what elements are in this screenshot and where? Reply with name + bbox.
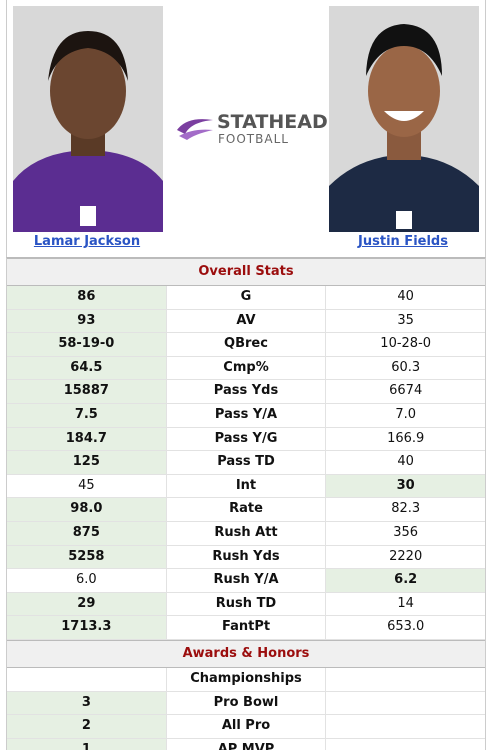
left-value: 15887 xyxy=(7,380,166,403)
comparison-table: Overall Stats 86 G 40 93 AV 35 58-19-0 QBrec 10-2… xyxy=(6,257,486,750)
right-value xyxy=(326,715,485,738)
stat-name: QBrec xyxy=(165,333,327,356)
left-value: 93 xyxy=(7,309,166,333)
left-value: 875 xyxy=(7,521,166,545)
left-value: 6.0 xyxy=(75,572,97,588)
right-value: 40 xyxy=(397,454,414,470)
right-value: 82.3 xyxy=(391,501,421,517)
left-value: 2 xyxy=(7,715,166,738)
left-value: 1 xyxy=(7,738,166,750)
right-value: 166.9 xyxy=(387,430,425,446)
stat-name: G xyxy=(165,286,327,309)
table-row: 1713.3 FantPt 653.0 xyxy=(7,616,485,640)
logo: STATHEAD FOOTBALL xyxy=(177,111,328,146)
stat-name: AV xyxy=(165,309,327,333)
player-photo xyxy=(329,6,479,232)
left-value: 1713.3 xyxy=(7,616,166,639)
left-value: 184.7 xyxy=(7,427,166,451)
left-value: 45 xyxy=(78,477,95,493)
stat-name: Rush TD xyxy=(165,592,327,616)
table-row: 5258 Rush Yds 2220 xyxy=(7,545,485,570)
table-row: 125 Pass TD 40 xyxy=(7,451,485,475)
left-value: 3 xyxy=(7,691,166,715)
right-value xyxy=(326,739,485,750)
right-value: 6674 xyxy=(389,383,423,399)
left-value: 64.5 xyxy=(7,356,166,380)
table-row: 86 G 40 xyxy=(7,286,485,310)
left-value: 86 xyxy=(7,286,166,309)
left-value: 29 xyxy=(7,592,166,616)
left-value xyxy=(7,668,166,691)
stat-name: Pro Bowl xyxy=(165,691,327,715)
right-value xyxy=(326,692,485,715)
table-row: 93 AV 35 xyxy=(7,309,485,334)
stat-name: AP MVP xyxy=(165,738,327,750)
player-photo xyxy=(13,6,163,232)
section-header: Overall Stats xyxy=(7,258,485,286)
table-row: 2 All Pro xyxy=(7,715,485,739)
table-row: 64.5 Cmp% 60.3 xyxy=(7,356,485,381)
left-value: 125 xyxy=(7,451,166,474)
left-value: 5258 xyxy=(7,545,166,569)
table-row: 3 Pro Bowl xyxy=(7,691,485,716)
stat-name: Championships xyxy=(165,667,327,691)
stat-name: Rush Y/A xyxy=(165,569,327,592)
right-value: 6.2 xyxy=(326,569,486,592)
left-value: 7.5 xyxy=(7,403,166,427)
stat-name: Int xyxy=(165,474,327,498)
stat-name: Pass Y/G xyxy=(165,427,327,451)
table-row: 15887 Pass Yds 6674 xyxy=(7,380,485,404)
table-row: 98.0 Rate 82.3 xyxy=(7,498,485,522)
stat-name: Rush Att xyxy=(165,521,327,545)
right-value xyxy=(326,668,485,691)
section-header: Awards & Honors xyxy=(7,639,485,668)
table-row: 7.5 Pass Y/A 7.0 xyxy=(7,403,485,428)
table-row: 29 Rush TD 14 xyxy=(7,592,485,617)
player-link[interactable]: Lamar Jackson xyxy=(33,234,141,249)
right-value: 35 xyxy=(397,312,414,328)
logo-text: STATHEAD xyxy=(217,111,328,133)
table-row: 184.7 Pass Y/G 166.9 xyxy=(7,427,485,452)
right-value: 30 xyxy=(326,474,486,498)
stat-name: Rate xyxy=(165,498,327,521)
stat-name: All Pro xyxy=(165,715,327,738)
stat-name: Pass Yds xyxy=(165,380,327,403)
table-row: 58-19-0 QBrec 10-28-0 xyxy=(7,333,485,357)
right-value: 10-28-0 xyxy=(380,336,432,352)
header: STATHEAD FOOTBALL Lamar Jackson Justin F… xyxy=(6,0,486,257)
right-value: 60.3 xyxy=(391,359,421,375)
right-value: 7.0 xyxy=(395,406,417,422)
right-value: 40 xyxy=(397,289,414,304)
right-value: 653.0 xyxy=(387,619,425,635)
right-value: 356 xyxy=(393,524,419,540)
table-row: 1 AP MVP xyxy=(7,738,485,750)
logo-subtext: FOOTBALL xyxy=(218,132,289,146)
table-row: 875 Rush Att 356 xyxy=(7,521,485,546)
table-row: Championships xyxy=(7,667,485,692)
player-link[interactable]: Justin Fields xyxy=(358,234,448,249)
stat-name: Cmp% xyxy=(165,356,327,380)
stat-name: Pass TD xyxy=(165,451,327,474)
stat-name: Rush Yds xyxy=(165,545,327,569)
stat-name: FantPt xyxy=(165,616,327,639)
right-value: 2220 xyxy=(389,548,423,564)
right-value: 14 xyxy=(397,595,414,611)
left-value: 98.0 xyxy=(7,498,166,521)
left-value: 58-19-0 xyxy=(7,333,166,356)
table-row: 45 Int 30 xyxy=(7,474,486,499)
table-row: 6.0 Rush Y/A 6.2 xyxy=(7,569,486,593)
stat-name: Pass Y/A xyxy=(165,403,327,427)
